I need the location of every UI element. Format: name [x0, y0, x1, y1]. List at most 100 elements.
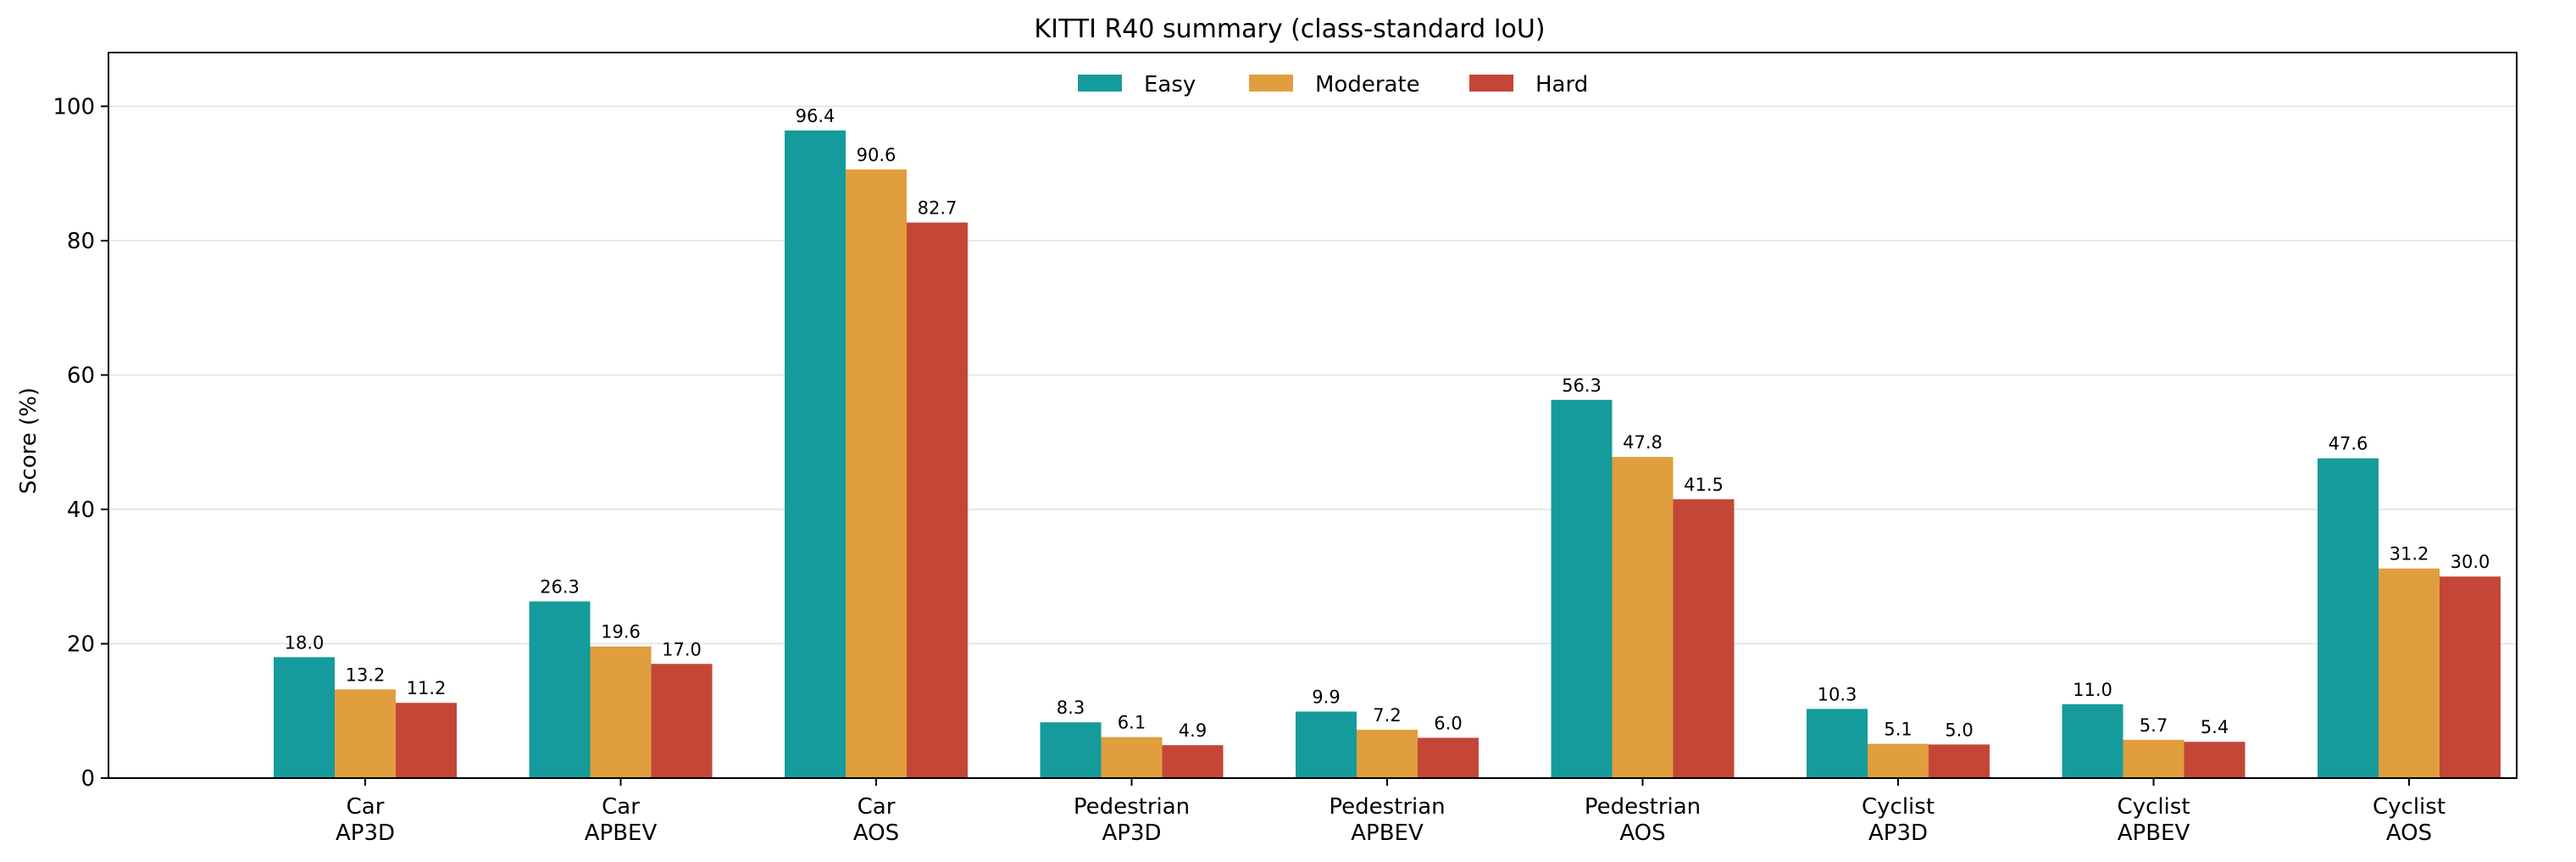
- bar: [335, 689, 396, 778]
- x-tick-label: Cyclist AP3D: [1862, 794, 1935, 846]
- bar: [274, 657, 335, 778]
- bar-value-label: 10.3: [1818, 684, 1857, 704]
- x-tick-label: Pedestrian APBEV: [1329, 794, 1445, 846]
- bar-value-label: 90.6: [857, 145, 897, 165]
- x-tick-label-line: Car: [602, 794, 640, 820]
- bar-value-label: 96.4: [796, 106, 836, 126]
- bar-value-label: 6.0: [1434, 713, 1462, 733]
- plot-frame: [108, 52, 2518, 779]
- x-tick-label: Cyclist APBEV: [2117, 794, 2190, 846]
- bar: [2062, 704, 2124, 778]
- bar-value-label: 26.3: [540, 577, 580, 598]
- bar: [1612, 457, 1674, 778]
- bar-value-label: 41.5: [1684, 475, 1724, 495]
- bar: [1040, 722, 1102, 778]
- y-axis-ticks: 0 20 40 60 80 100: [53, 94, 108, 792]
- y-tick-label: 0: [80, 766, 95, 792]
- bar-value-label: 7.2: [1373, 705, 1401, 726]
- bar: [1357, 729, 1418, 778]
- chart-title: KITTI R40 summary (class-standard IoU): [1034, 14, 1545, 44]
- bar: [785, 130, 846, 778]
- y-tick-label: 100: [53, 94, 95, 120]
- bar: [590, 646, 652, 778]
- x-tick-label-line: AP3D: [1102, 820, 1161, 846]
- bar-value-label: 5.1: [1884, 720, 1912, 740]
- bar: [2184, 742, 2246, 778]
- y-tick-label: 60: [67, 363, 95, 388]
- x-tick-label: Car AOS: [853, 794, 899, 846]
- bar-value-label: 82.7: [918, 198, 958, 219]
- bar-value-label: 11.2: [407, 678, 447, 698]
- bar-value-label: 19.6: [601, 622, 641, 642]
- bar: [846, 169, 907, 778]
- bars: [274, 130, 2501, 778]
- x-tick-label: Car AP3D: [336, 794, 395, 846]
- bar: [2318, 458, 2379, 778]
- bar-value-label: 47.6: [2329, 434, 2368, 454]
- x-tick-label-line: Pedestrian: [1074, 794, 1190, 820]
- x-tick-label-line: Pedestrian: [1329, 794, 1445, 820]
- x-tick-label-line: AOS: [2386, 820, 2432, 846]
- bar-value-label: 6.1: [1118, 713, 1146, 733]
- x-tick-label-line: AOS: [1619, 820, 1665, 846]
- x-tick-label-line: APBEV: [2118, 820, 2190, 846]
- bar-value-label: 13.2: [346, 665, 386, 685]
- legend-swatch: [1078, 75, 1122, 92]
- bar-value-label: 17.0: [662, 639, 702, 659]
- bar: [1162, 745, 1224, 778]
- x-tick-label-line: Car: [347, 794, 385, 820]
- bar: [2440, 576, 2501, 778]
- x-tick-label: Car APBEV: [585, 794, 658, 846]
- legend: Easy Moderate Hard: [1078, 72, 1588, 97]
- bar-value-label: 5.7: [2140, 715, 2168, 736]
- x-tick-label: Pedestrian AOS: [1585, 794, 1701, 846]
- bar-value-label: 11.0: [2073, 680, 2112, 700]
- x-tick-label-line: Cyclist: [2117, 794, 2190, 820]
- bar-value-label: 30.0: [2451, 552, 2490, 572]
- x-tick-label-line: APBEV: [1351, 820, 1424, 846]
- bar: [651, 664, 713, 778]
- bar-value-label: 4.9: [1179, 720, 1207, 741]
- bar: [907, 222, 968, 778]
- bar: [1807, 709, 1868, 778]
- bar: [396, 703, 457, 778]
- legend-swatch: [1249, 75, 1293, 92]
- bar: [1296, 711, 1357, 778]
- x-tick-label-line: AP3D: [336, 820, 395, 846]
- x-tick-label-line: AP3D: [1868, 820, 1928, 846]
- y-tick-label: 20: [67, 631, 95, 657]
- y-tick-label: 40: [67, 498, 95, 523]
- bar: [1673, 499, 1735, 778]
- bar-value-label: 56.3: [1562, 375, 1602, 396]
- x-tick-label-line: APBEV: [585, 820, 658, 846]
- bar: [529, 601, 591, 778]
- x-tick-label: Pedestrian AP3D: [1074, 794, 1190, 846]
- y-axis-label: Score (%): [16, 387, 42, 494]
- x-tick-label-line: Car: [858, 794, 896, 820]
- legend-label: Easy: [1144, 72, 1196, 97]
- x-tick-label-line: AOS: [853, 820, 899, 846]
- bar: [1418, 737, 1479, 778]
- bar-value-label: 5.4: [2201, 717, 2229, 737]
- bar: [1101, 737, 1163, 778]
- bar: [1551, 399, 1613, 778]
- bar-value-label: 18.0: [285, 632, 325, 653]
- x-tick-label-line: Cyclist: [1862, 794, 1935, 820]
- legend-label: Moderate: [1315, 72, 1420, 97]
- bar: [1929, 744, 1990, 778]
- bar-value-label: 47.8: [1623, 432, 1663, 453]
- x-tick-label-line: Pedestrian: [1585, 794, 1701, 820]
- bar-value-label: 5.0: [1945, 720, 1973, 740]
- bar-value-label: 8.3: [1057, 698, 1085, 718]
- bar: [1868, 743, 1929, 778]
- bar-value-label: 9.9: [1312, 687, 1340, 708]
- legend-swatch: [1469, 75, 1513, 92]
- bar-value-labels: 18.0 13.2 11.2 26.3 19.6 17.0 96.4 90.6 82.7 8.3 6…: [285, 106, 2490, 741]
- y-tick-label: 80: [67, 229, 95, 254]
- bar: [2123, 739, 2185, 778]
- x-tick-label: Cyclist AOS: [2373, 794, 2446, 846]
- legend-label: Hard: [1535, 72, 1588, 97]
- bar: [2379, 568, 2440, 778]
